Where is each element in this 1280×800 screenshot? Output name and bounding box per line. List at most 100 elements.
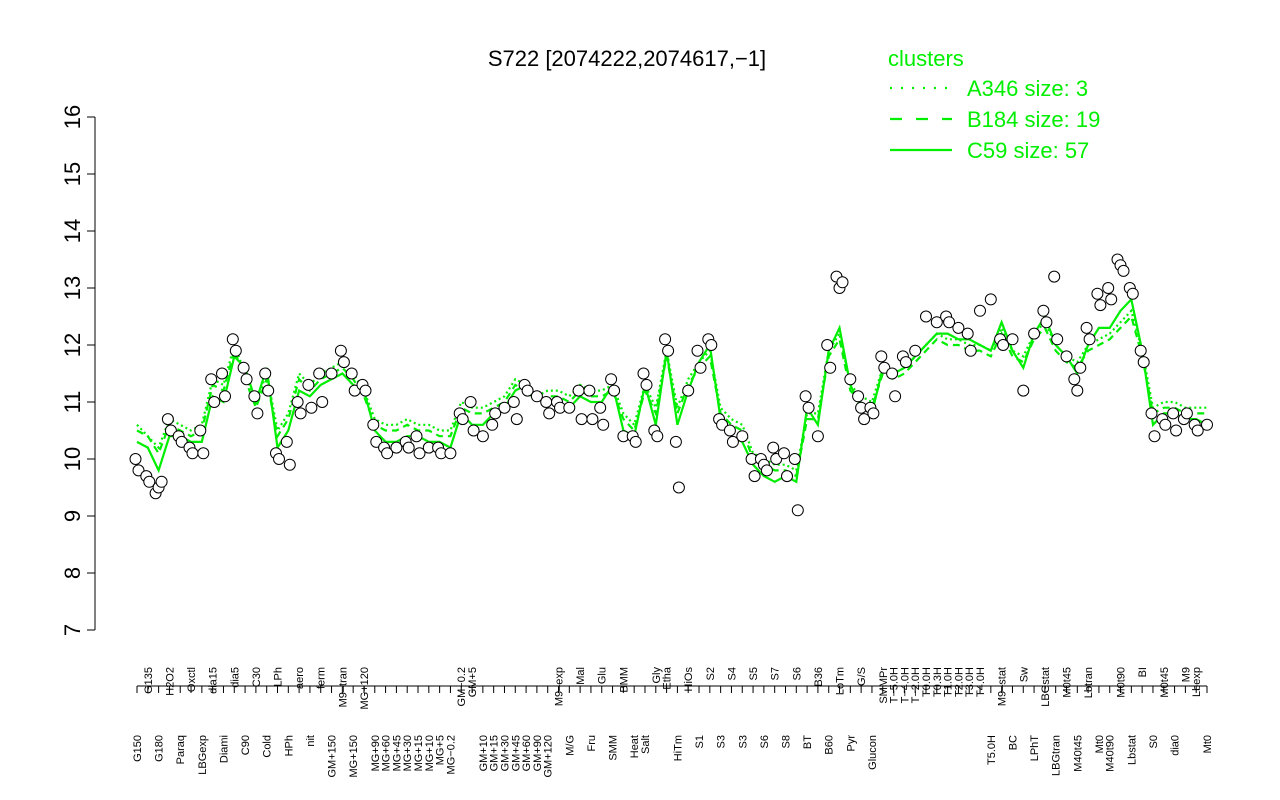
x-tick-label: M9–stat <box>997 667 1009 706</box>
x-tick-label: Gly <box>651 667 663 684</box>
x-tick-label: Mal <box>575 667 587 685</box>
x-tick-label: LBGstat <box>1040 667 1052 707</box>
data-point <box>1117 264 1130 277</box>
x-tick-label: M0t45 <box>1061 667 1073 698</box>
data-point <box>1170 424 1183 437</box>
data-point <box>586 413 599 426</box>
x-tick-label: S0 <box>1148 735 1160 748</box>
x-tick-label: GM+5 <box>467 667 479 697</box>
y-tick-label: 7 <box>60 624 85 636</box>
data-point <box>229 344 242 357</box>
data-point <box>791 504 804 517</box>
data-point <box>345 367 358 380</box>
data-point <box>359 384 372 397</box>
data-point <box>367 418 380 431</box>
data-point <box>444 447 457 460</box>
series-lines <box>136 297 1208 484</box>
x-tick-label: S8 <box>780 735 792 748</box>
x-tick-label: GM+150 <box>327 735 339 778</box>
x-tick-label: S5 <box>748 667 760 680</box>
data-point <box>736 430 749 443</box>
x-tick-label: MG+30 <box>402 735 414 771</box>
y-tick-label: 12 <box>60 333 85 357</box>
data-point <box>1167 407 1180 420</box>
x-tick-label: Mt0 <box>1202 735 1214 753</box>
x-tick-label: M0t45 <box>1159 667 1171 698</box>
data-point <box>337 356 350 369</box>
data-point <box>143 475 156 488</box>
data-point <box>760 464 773 477</box>
data-point <box>205 373 218 386</box>
data-point <box>672 481 685 494</box>
data-point <box>836 276 849 289</box>
data-point <box>594 401 607 414</box>
data-point <box>651 430 664 443</box>
x-tick-label: BMM <box>618 667 630 693</box>
data-point <box>194 424 207 437</box>
x-tick-label: Oxctl <box>186 667 198 692</box>
data-point <box>259 367 272 380</box>
data-point <box>997 339 1010 351</box>
data-point <box>920 310 932 323</box>
data-point <box>467 424 480 437</box>
y-tick-label: 10 <box>60 447 85 471</box>
x-tick-label: nit <box>305 735 317 747</box>
data-point <box>852 390 865 403</box>
data-point <box>572 384 585 397</box>
x-tick-label: Mt0 <box>1094 735 1106 753</box>
x-tick-label: S3 <box>737 735 749 748</box>
x-tick-label: MG+120 <box>359 667 371 710</box>
data-point <box>155 475 168 488</box>
data-point <box>283 458 296 471</box>
data-point <box>886 367 899 380</box>
x-tick-label: LPh <box>273 667 285 687</box>
data-point <box>802 401 815 414</box>
x-tick-label: MG+60 <box>381 735 393 771</box>
data-point <box>302 378 315 391</box>
data-point <box>197 447 210 460</box>
data-point <box>1037 304 1050 317</box>
series-line-solid <box>136 297 1208 484</box>
data-point <box>1094 299 1107 312</box>
x-tick-label: C30 <box>251 667 263 687</box>
data-point <box>1051 333 1064 346</box>
data-point <box>1080 321 1093 334</box>
data-point <box>694 361 707 374</box>
x-tick-label: S1 <box>694 735 706 748</box>
data-point <box>1126 287 1139 300</box>
x-tick-label: HiOs <box>683 667 695 692</box>
data-point <box>640 378 653 391</box>
legend-title: clusters <box>888 46 964 71</box>
x-tick-label: T2.0H <box>953 667 965 697</box>
x-tick-label: dia5 <box>229 667 241 688</box>
data-point <box>313 367 326 380</box>
data-point <box>952 321 965 334</box>
data-point <box>1191 424 1204 437</box>
data-point <box>540 396 553 408</box>
data-point <box>543 407 556 420</box>
data-point <box>669 435 682 448</box>
data-point <box>899 356 912 369</box>
data-point <box>1145 407 1158 420</box>
data-point <box>799 390 812 403</box>
data-point <box>1083 333 1096 346</box>
data-point <box>659 333 672 346</box>
data-point <box>208 396 221 408</box>
x-tick-label: M40t45 <box>1072 735 1084 772</box>
data-point <box>186 447 199 460</box>
x-tick-label: HPh <box>283 735 295 756</box>
data-points <box>129 253 1213 517</box>
data-point <box>521 384 534 397</box>
x-tick-label: BI <box>1137 667 1149 677</box>
x-tick-label: LBGexp <box>197 735 209 775</box>
data-point <box>294 407 307 420</box>
x-tick-label: G180 <box>154 735 166 762</box>
data-point <box>682 384 695 397</box>
x-tick-label: Fru <box>586 735 598 752</box>
data-point <box>248 390 261 403</box>
x-tick-label: Glu <box>597 667 609 684</box>
data-point <box>974 304 986 317</box>
data-point <box>563 401 576 414</box>
x-tick-label: GM−0.2 <box>456 667 468 706</box>
x-tick-label: dia15 <box>208 667 220 694</box>
